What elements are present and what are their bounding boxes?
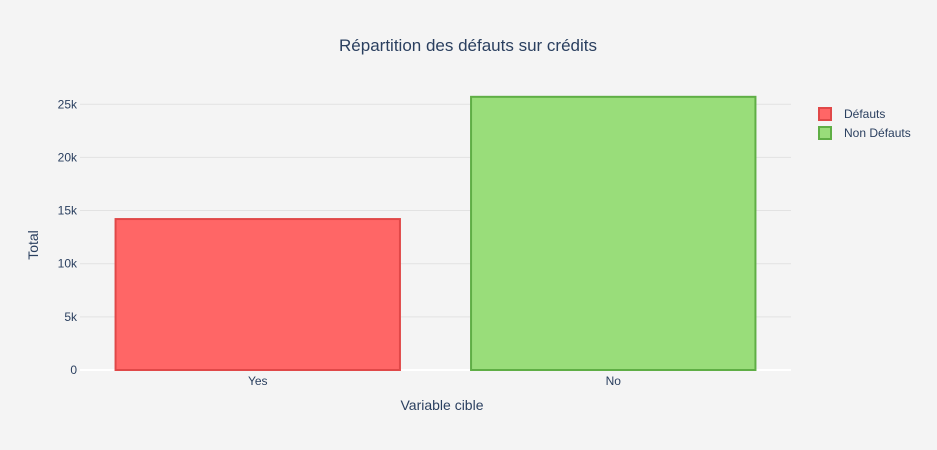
y-tick-label: 20k [58, 150, 78, 164]
y-tick-label: 25k [58, 97, 78, 111]
y-tick-label: 0 [70, 363, 77, 377]
chart-title: Répartition des défauts sur crédits [339, 36, 597, 55]
bar-yes[interactable] [114, 218, 401, 371]
y-axis-ticks: 0 5k 10k 15k 20k 25k [58, 97, 78, 377]
legend-item[interactable]: Non Défauts [818, 126, 911, 140]
bars [114, 95, 757, 372]
y-axis-title: Total [25, 230, 41, 260]
y-tick-label: 15k [58, 204, 78, 218]
legend-label: Non Défauts [844, 126, 911, 140]
y-tick-label: 10k [58, 257, 78, 271]
legend-label: Défauts [844, 107, 885, 121]
x-tick-label: Yes [248, 374, 268, 388]
legend[interactable]: Défauts Non Défauts [818, 107, 911, 140]
legend-item[interactable]: Défauts [818, 107, 885, 121]
y-tick-label: 5k [64, 310, 78, 324]
x-axis-title: Variable cible [400, 397, 483, 413]
legend-swatch [818, 107, 832, 121]
legend-swatch [818, 126, 832, 140]
x-tick-label: No [606, 374, 622, 388]
bar-no[interactable] [470, 95, 757, 372]
x-axis-ticks: Yes No [248, 374, 621, 388]
